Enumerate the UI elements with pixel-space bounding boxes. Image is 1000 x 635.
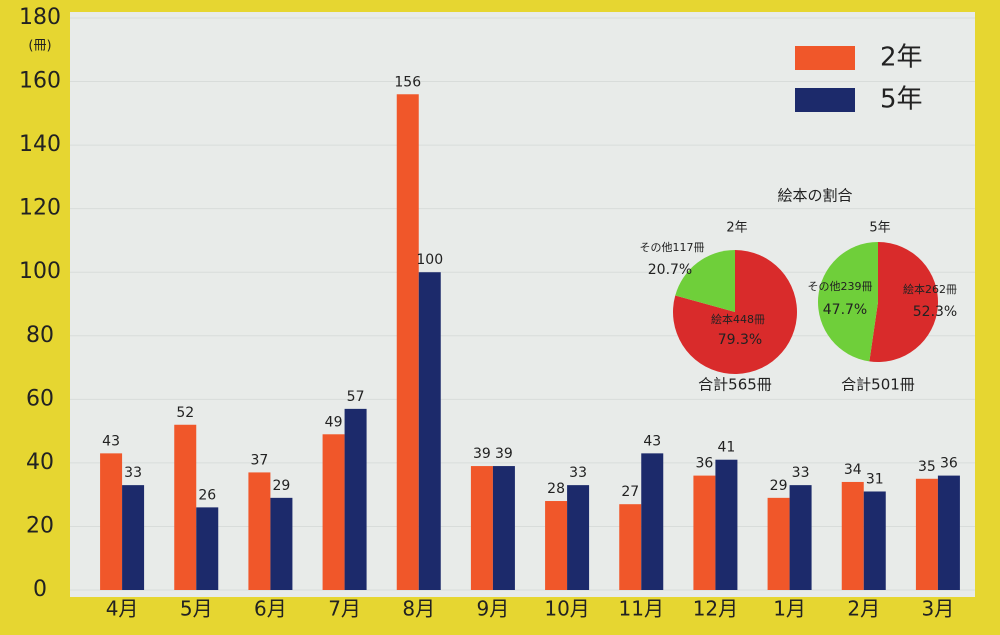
data-label: 39 [495,446,513,462]
slice-label: 絵本262冊 [903,282,957,296]
legend-swatch [795,46,855,70]
bar [174,424,197,590]
y-unit: (冊) [28,39,51,54]
data-label: 57 [347,389,365,405]
y-tick-label: 160 [19,69,61,94]
bar [937,475,960,590]
slice-label: その他239冊 [808,280,873,293]
data-label: 35 [918,459,936,475]
pie-total: 合計501冊 [841,376,915,394]
data-label: 28 [547,481,565,497]
data-label: 52 [176,405,194,421]
x-tick-label: 8月 [402,597,435,621]
y-tick-label: 120 [19,196,61,221]
y-tick-label: 60 [26,386,54,411]
data-label: 33 [792,465,810,481]
bar [470,466,493,590]
bar [767,497,790,590]
bar [100,453,123,590]
bar [545,501,568,590]
bar [196,507,219,590]
bar [715,459,738,590]
data-label: 41 [718,440,736,456]
bar [863,491,886,590]
bar [248,472,271,590]
x-tick-label: 10月 [544,597,589,621]
y-tick-label: 40 [26,450,54,475]
x-tick-label: 7月 [328,597,361,621]
slice-percent: 47.7% [823,302,867,318]
legend-label: 2年 [880,43,923,73]
bar [322,434,345,590]
bar [915,478,938,590]
x-tick-label: 3月 [922,597,955,621]
bar [344,408,367,590]
data-label: 33 [569,465,587,481]
pie-slice [869,241,939,363]
bar [567,485,590,590]
y-tick-label: 100 [19,259,61,284]
bar [396,94,419,591]
data-label: 31 [866,471,884,487]
pie-total: 合計565冊 [698,376,772,394]
slice-percent: 52.3% [913,304,957,320]
data-label: 36 [940,456,958,472]
bar [270,497,293,590]
pie-title: 5年 [869,221,890,236]
slice-percent: 20.7% [648,262,692,278]
x-tick-label: 9月 [477,597,510,621]
bar [789,485,812,590]
y-tick-label: 140 [19,132,61,157]
slice-label: 絵本448冊 [711,312,765,326]
y-tick-label: 180 [19,5,61,30]
data-label: 34 [844,462,862,478]
x-tick-label: 11月 [619,597,664,621]
x-tick-label: 12月 [693,597,738,621]
slice-percent: 79.3% [718,332,762,348]
data-label: 26 [198,487,216,503]
x-tick-label: 5月 [180,597,213,621]
x-tick-label: 6月 [254,597,287,621]
pies-title: 絵本の割合 [777,187,852,205]
y-tick-label: 20 [26,513,54,538]
bar [122,485,145,590]
data-label: 100 [416,252,443,268]
slice-label: その他117冊 [640,241,705,254]
data-label: 49 [325,414,343,430]
data-label: 29 [770,478,788,494]
data-label: 39 [473,446,491,462]
data-label: 37 [251,452,269,468]
bar [641,453,664,590]
data-label: 43 [643,433,661,449]
bar [693,475,716,590]
x-tick-label: 4月 [106,597,139,621]
pie-slice [818,242,878,362]
data-label: 156 [394,74,421,90]
data-label: 43 [102,433,120,449]
legend-label: 5年 [880,85,923,115]
data-label: 29 [273,478,291,494]
x-tick-label: 1月 [773,597,806,621]
bar [841,481,864,590]
pie-slice [675,250,735,312]
bar [619,504,642,590]
data-label: 27 [621,484,639,500]
y-tick-label: 0 [33,577,47,602]
y-tick-label: 80 [26,323,54,348]
pie-title: 2年 [726,221,747,236]
data-label: 36 [696,456,714,472]
data-label: 33 [124,465,142,481]
x-tick-label: 2月 [847,597,880,621]
bar [418,272,441,590]
legend-swatch [795,88,855,112]
bar [492,466,515,590]
